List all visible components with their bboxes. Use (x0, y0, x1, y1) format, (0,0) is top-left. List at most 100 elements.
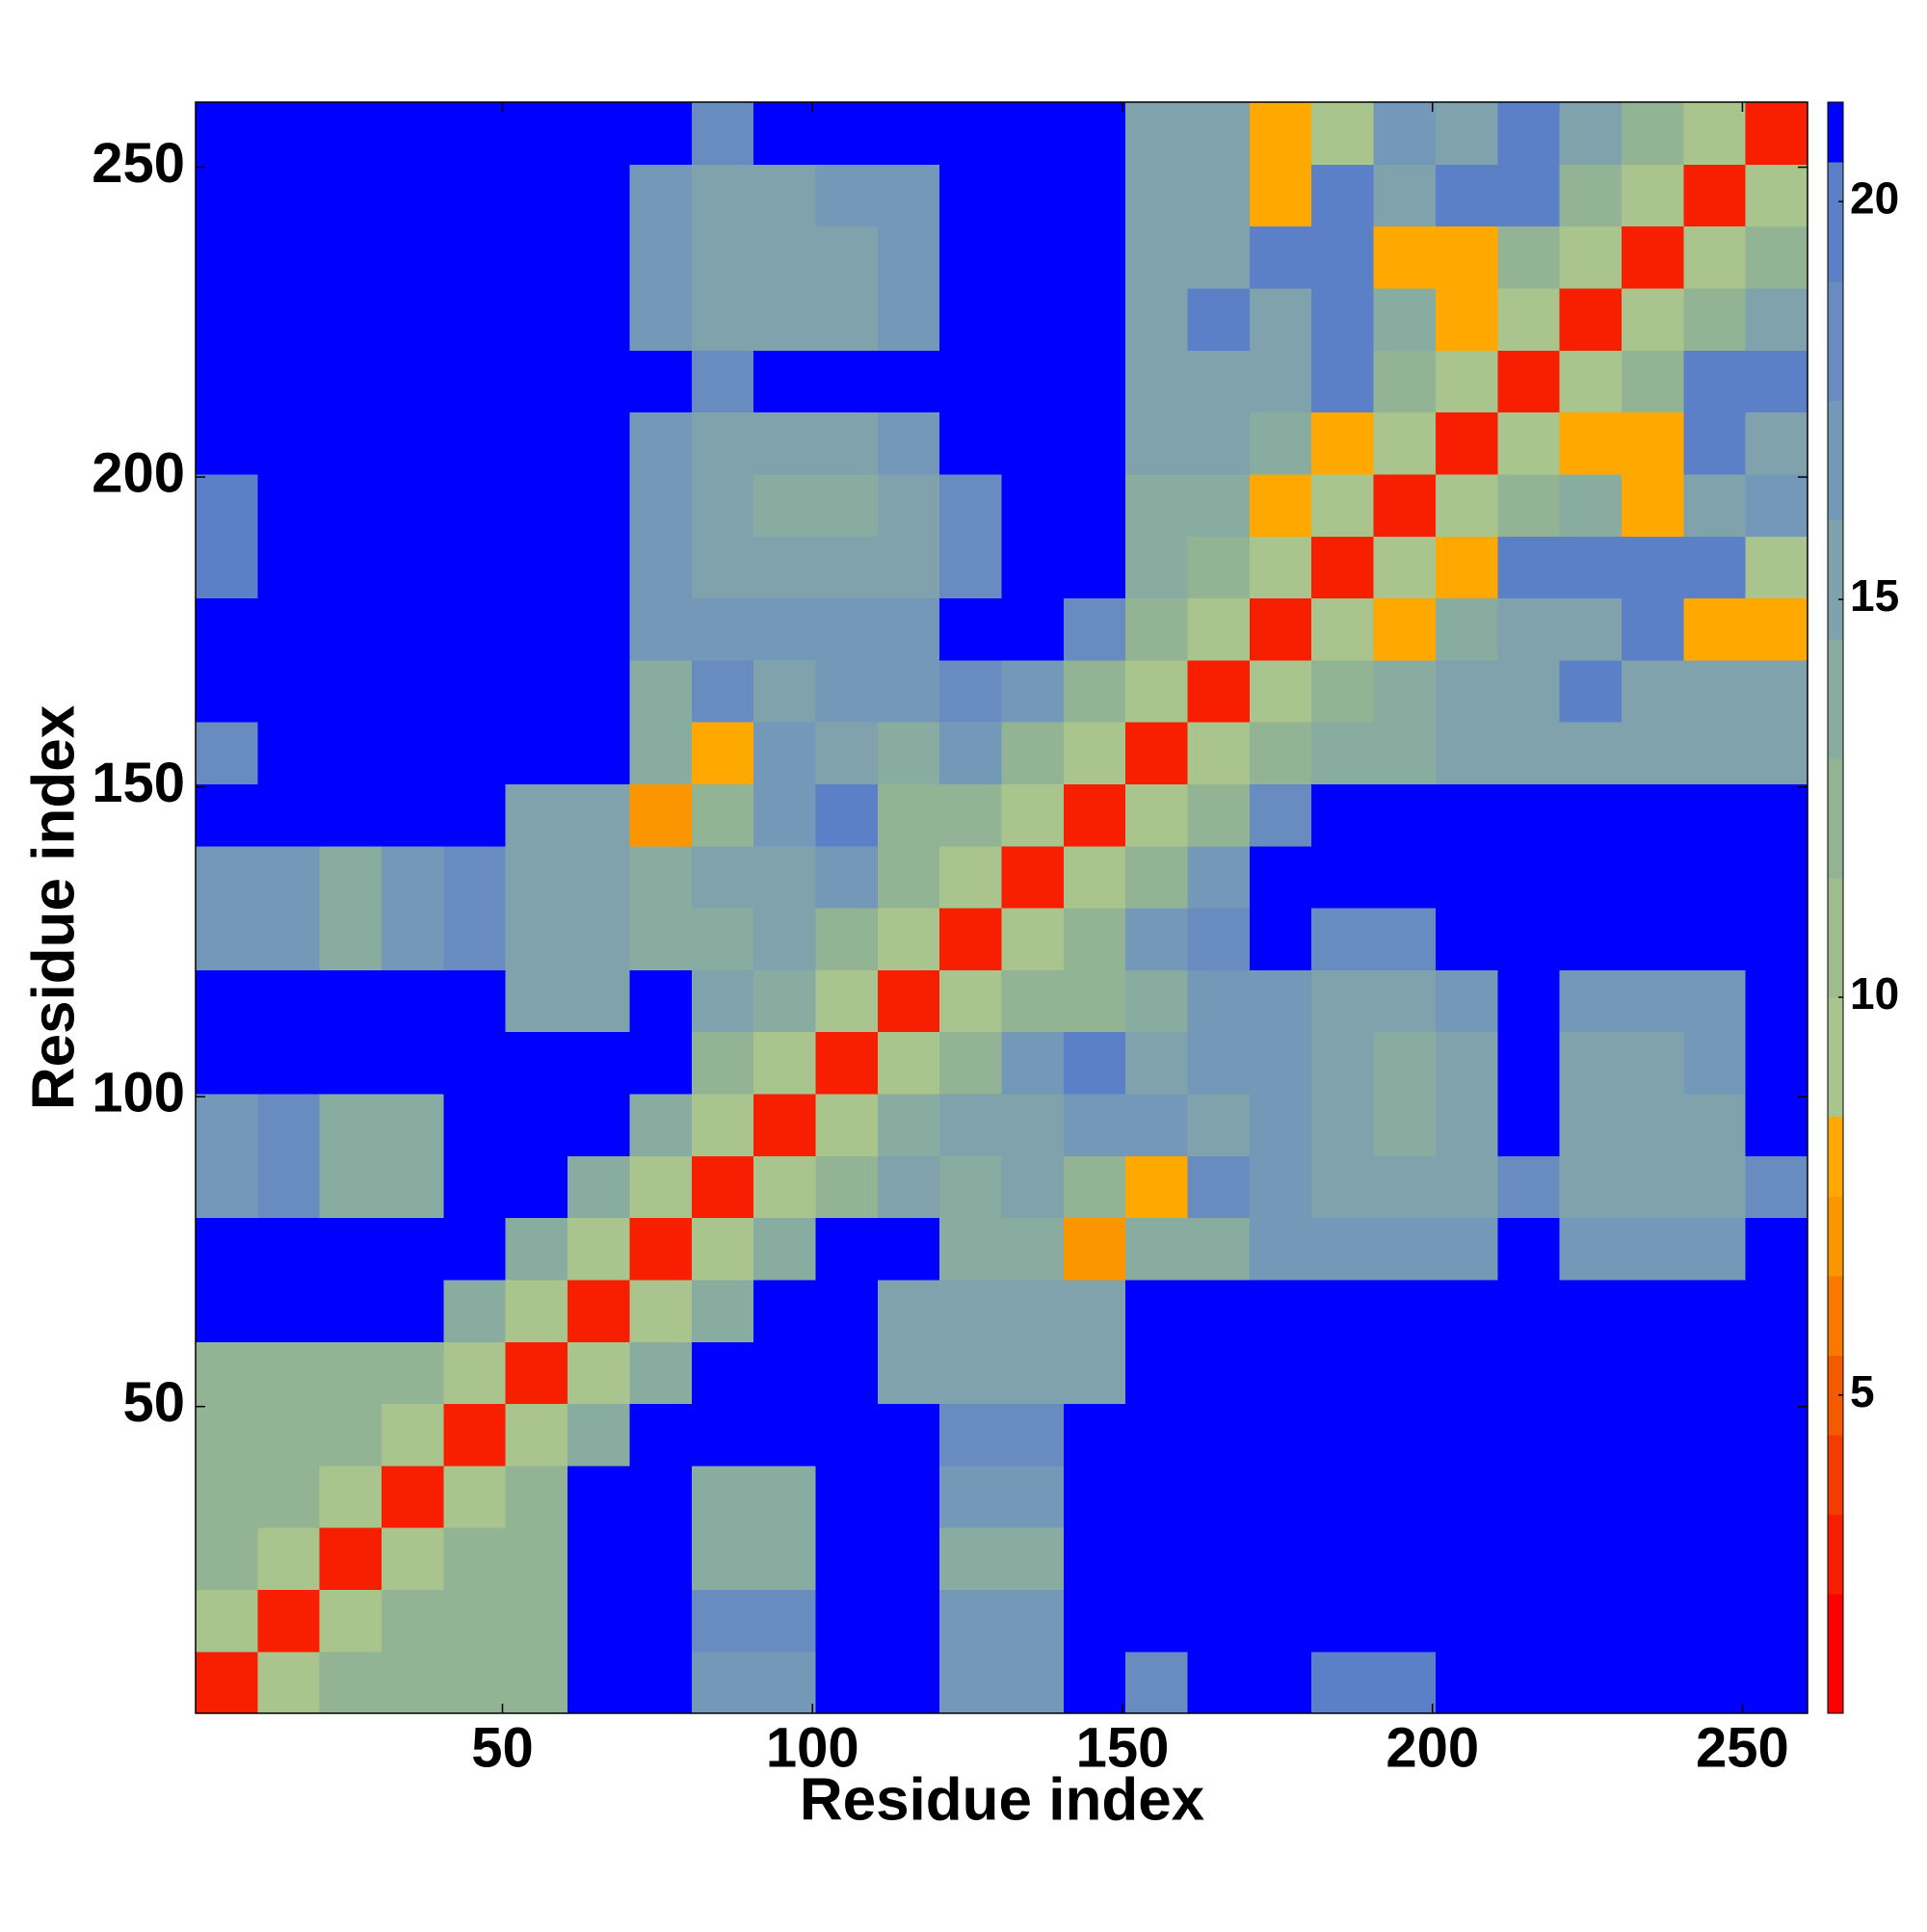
heatmap-cell (1063, 969, 1126, 1033)
heatmap-cell (1621, 1651, 1684, 1714)
heatmap-cell (1187, 350, 1251, 413)
heatmap-cell (939, 1589, 1003, 1653)
heatmap-cell (1683, 411, 1747, 475)
heatmap-cell (629, 1093, 693, 1156)
heatmap-cell (1497, 1031, 1561, 1095)
heatmap-cell (815, 287, 879, 351)
heatmap-cell (1001, 1465, 1065, 1528)
heatmap-cell (257, 1279, 321, 1342)
colorbar-band (1828, 1196, 1843, 1277)
heatmap-cell (1621, 1589, 1684, 1653)
heatmap-cell (939, 969, 1003, 1033)
heatmap-cell (1001, 1093, 1065, 1156)
heatmap-cell (815, 1589, 879, 1653)
heatmap-cell (196, 350, 258, 413)
heatmap-cell (1063, 473, 1126, 537)
heatmap-cell (1311, 1031, 1375, 1095)
heatmap-cell (1497, 287, 1561, 351)
heatmap-cell (1745, 597, 1808, 661)
heatmap-cell (1187, 597, 1251, 661)
heatmap-cell (1683, 1589, 1747, 1653)
heatmap-cell (1559, 659, 1623, 723)
heatmap-cell (257, 225, 321, 289)
heatmap-cell (753, 1403, 817, 1467)
heatmap-cell (443, 473, 507, 537)
heatmap-cell (505, 102, 568, 165)
heatmap-cell (691, 1093, 754, 1156)
heatmap-cell (1373, 1031, 1437, 1095)
heatmap-cell (1745, 287, 1808, 351)
heatmap-cell (1559, 1341, 1623, 1405)
heatmap-cell (939, 164, 1003, 227)
heatmap-cell (877, 102, 940, 165)
heatmap-cell (753, 1527, 817, 1590)
heatmap-cell (1621, 1527, 1684, 1590)
heatmap-cell (1745, 722, 1808, 784)
heatmap-cell (505, 1341, 568, 1405)
heatmap-cell (1063, 164, 1126, 227)
heatmap-cell (1559, 1155, 1623, 1219)
heatmap-cell (877, 1279, 940, 1342)
heatmap-cell (319, 225, 383, 289)
x-tick-label: 150 (1076, 1716, 1170, 1779)
heatmap-cell (319, 597, 383, 661)
heatmap-cell (1063, 411, 1126, 475)
heatmap-cell (1311, 411, 1375, 475)
heatmap-cell (1125, 164, 1189, 227)
heatmap-cell (1373, 969, 1437, 1033)
heatmap-cell (1745, 350, 1808, 413)
heatmap-cell (939, 722, 1003, 784)
heatmap-cell (1311, 102, 1375, 165)
heatmap-cell (257, 1155, 321, 1219)
heatmap-cell (1745, 473, 1808, 537)
heatmap-cell (257, 164, 321, 227)
heatmap-cell (196, 1155, 258, 1219)
heatmap-cell (1683, 783, 1747, 847)
heatmap-cell (568, 1527, 631, 1590)
heatmap-cell (1063, 1217, 1126, 1281)
heatmap-cell (319, 969, 383, 1033)
heatmap-cell (691, 1155, 754, 1219)
heatmap-cell (443, 287, 507, 351)
heatmap-cell (1435, 350, 1498, 413)
heatmap-cell (382, 597, 444, 661)
heatmap-cell (877, 969, 940, 1033)
heatmap-cell (939, 1527, 1003, 1590)
heatmap-cell (939, 1031, 1003, 1095)
heatmap-cell (629, 1403, 693, 1467)
heatmap-cell (1683, 1403, 1747, 1467)
heatmap-cell (1311, 1217, 1375, 1281)
heatmap-cell (1125, 1527, 1189, 1590)
heatmap-cell (1559, 1651, 1623, 1714)
heatmap-cell (877, 350, 940, 413)
heatmap-cell (319, 1341, 383, 1405)
heatmap-cell (1745, 164, 1808, 227)
heatmap-cell (257, 1403, 321, 1467)
heatmap-cell (196, 1093, 258, 1156)
heatmap-cell (877, 722, 940, 784)
heatmap-cell (1559, 845, 1623, 909)
heatmap-cell (815, 597, 879, 661)
heatmap-cell (753, 659, 817, 723)
heatmap-cell (939, 1155, 1003, 1219)
heatmap-cell (815, 1341, 879, 1405)
heatmap-cell (1621, 102, 1684, 165)
heatmap-cell (691, 164, 754, 227)
heatmap-cell (1001, 1651, 1065, 1714)
colorbar-band (1828, 161, 1843, 282)
heatmap-cell (1187, 1217, 1251, 1281)
heatmap-cell (753, 597, 817, 661)
heatmap-cell (1435, 1031, 1498, 1095)
heatmap-cell (1559, 1589, 1623, 1653)
heatmap-cell (443, 597, 507, 661)
heatmap-cell (629, 908, 693, 970)
heatmap-cell (1249, 1155, 1312, 1219)
heatmap-cell (1621, 1155, 1684, 1219)
heatmap-cell (1683, 473, 1747, 537)
heatmap-cell (1497, 659, 1561, 723)
heatmap-cell (815, 1217, 879, 1281)
heatmap-cell (568, 225, 631, 289)
heatmap-cell (1373, 473, 1437, 537)
heatmap-cell (382, 1217, 444, 1281)
heatmap-cell (319, 1465, 383, 1528)
